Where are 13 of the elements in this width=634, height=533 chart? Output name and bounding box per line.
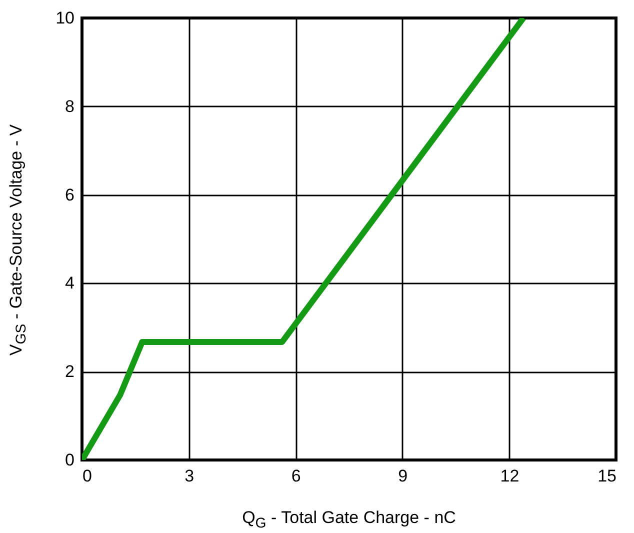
y-tick-label: 2 — [65, 362, 74, 382]
x-tick-label: 15 — [598, 466, 616, 486]
x-tick-label: 6 — [291, 466, 301, 486]
x-tick-label: 9 — [398, 466, 408, 486]
x-tick-label: 12 — [500, 466, 520, 486]
x-tick-label: 0 — [82, 466, 92, 486]
y-tick-label: 4 — [65, 274, 74, 293]
y-tick-label: 8 — [65, 96, 74, 116]
x-axis-title: Q$_{G}$ - Total Gate Charge - nC — [241, 508, 457, 532]
y-tick-label: 0 — [65, 450, 74, 470]
x-tick-label: 3 — [184, 466, 194, 486]
y-tick-label: 6 — [65, 185, 74, 204]
y-tick-label: 10 — [56, 8, 74, 28]
